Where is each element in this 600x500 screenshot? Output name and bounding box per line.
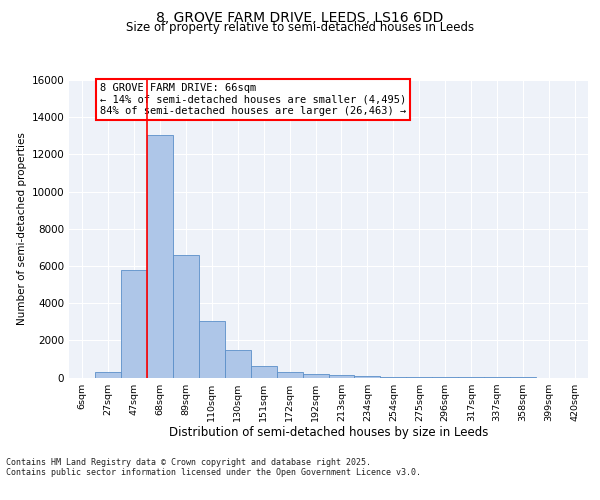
Bar — [380, 376, 406, 378]
Text: Contains public sector information licensed under the Open Government Licence v3: Contains public sector information licen… — [6, 468, 421, 477]
X-axis label: Distribution of semi-detached houses by size in Leeds: Distribution of semi-detached houses by … — [169, 426, 488, 440]
Text: 8 GROVE FARM DRIVE: 66sqm
← 14% of semi-detached houses are smaller (4,495)
84% : 8 GROVE FARM DRIVE: 66sqm ← 14% of semi-… — [100, 83, 406, 116]
Bar — [355, 376, 380, 378]
Bar — [302, 374, 329, 378]
Text: 8, GROVE FARM DRIVE, LEEDS, LS16 6DD: 8, GROVE FARM DRIVE, LEEDS, LS16 6DD — [157, 10, 443, 24]
Bar — [95, 372, 121, 378]
Text: Contains HM Land Registry data © Crown copyright and database right 2025.: Contains HM Land Registry data © Crown c… — [6, 458, 371, 467]
Text: Size of property relative to semi-detached houses in Leeds: Size of property relative to semi-detach… — [126, 21, 474, 34]
Bar — [173, 255, 199, 378]
Bar — [329, 374, 355, 378]
Bar — [147, 135, 173, 378]
Y-axis label: Number of semi-detached properties: Number of semi-detached properties — [17, 132, 27, 325]
Bar — [199, 321, 224, 378]
Bar — [277, 372, 302, 378]
Bar — [251, 366, 277, 378]
Bar — [121, 270, 147, 378]
Bar — [225, 350, 251, 378]
